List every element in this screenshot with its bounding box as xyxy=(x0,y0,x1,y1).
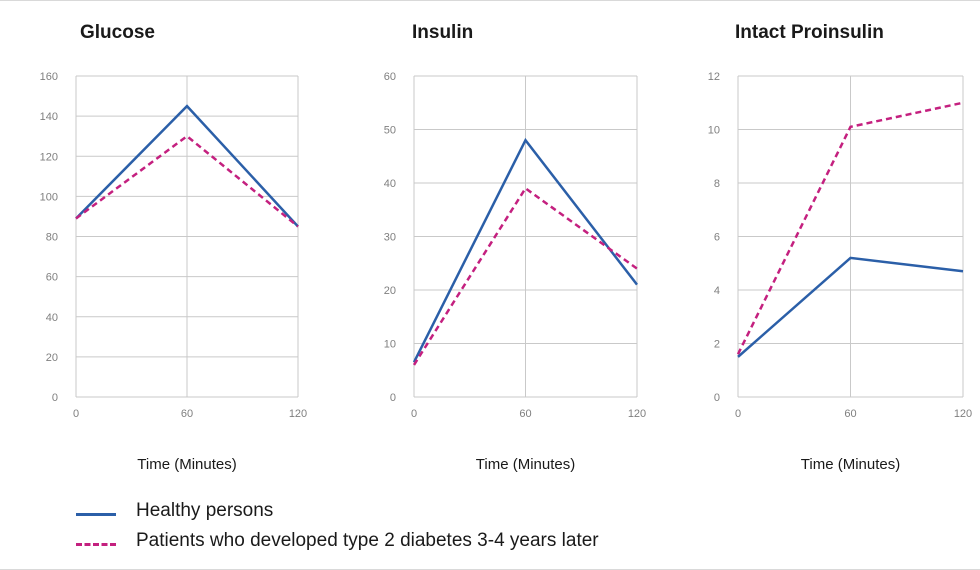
y-tick-label: 0 xyxy=(52,392,58,404)
x-tick-label: 60 xyxy=(519,408,531,420)
series-line-patients xyxy=(75,134,299,228)
y-tick-label: 10 xyxy=(384,339,396,351)
y-tick-label: 40 xyxy=(384,178,396,190)
y-tick-label: 20 xyxy=(46,352,58,364)
x-tick-label: 120 xyxy=(954,408,972,420)
y-tick-label: 60 xyxy=(46,272,58,284)
chart-title: Intact Proinsulin xyxy=(735,22,884,43)
chart-panel-2: Insulin 0 10 20 30 40 50 60 0 60 120 Time (Minutes) xyxy=(384,22,646,473)
y-tick-label: 2 xyxy=(714,339,720,351)
x-axis-label: Time (Minutes) xyxy=(137,456,236,473)
legend-label: Patients who developed type 2 diabetes 3… xyxy=(136,530,599,551)
frame-top-border xyxy=(0,0,980,1)
y-tick-label: 100 xyxy=(40,191,58,203)
chart-title: Glucose xyxy=(80,22,155,43)
legend-swatch-dashed xyxy=(76,543,116,546)
x-axis-label: Time (Minutes) xyxy=(801,456,900,473)
legend-label: Healthy persons xyxy=(136,500,274,521)
y-tick-label: 0 xyxy=(714,392,720,404)
chart-title: Insulin xyxy=(412,22,473,43)
x-tick-label: 0 xyxy=(73,408,79,420)
y-tick-label: 20 xyxy=(384,285,396,297)
series-line-healthy xyxy=(75,104,299,228)
y-tick-label: 80 xyxy=(46,232,58,244)
y-tick-label: 6 xyxy=(714,232,720,244)
series-line-healthy xyxy=(412,137,638,363)
x-tick-label: 120 xyxy=(628,408,646,420)
y-tick-label: 50 xyxy=(384,125,396,137)
x-tick-label: 60 xyxy=(181,408,193,420)
x-tick-label: 120 xyxy=(289,408,307,420)
y-tick-label: 40 xyxy=(46,312,58,324)
y-tick-label: 120 xyxy=(40,151,58,163)
x-tick-label: 0 xyxy=(411,408,417,420)
legend-swatch-solid xyxy=(76,513,116,516)
series-line-patients xyxy=(736,101,964,355)
series-line-patients xyxy=(412,186,638,366)
y-tick-label: 60 xyxy=(384,71,396,83)
x-axis-label: Time (Minutes) xyxy=(476,456,575,473)
y-tick-label: 30 xyxy=(384,232,396,244)
chart-panel-1: Glucose 0 20 40 60 80 100 120 140 160 0 60 120 Time (… xyxy=(40,22,308,473)
y-tick-label: 10 xyxy=(708,125,720,137)
x-tick-label: 0 xyxy=(735,408,741,420)
y-tick-label: 4 xyxy=(714,285,720,297)
x-tick-label: 60 xyxy=(844,408,856,420)
y-tick-label: 140 xyxy=(40,111,58,123)
y-tick-label: 12 xyxy=(708,71,720,83)
y-tick-label: 8 xyxy=(714,178,720,190)
y-tick-label: 0 xyxy=(390,392,396,404)
series-line-healthy xyxy=(737,256,964,358)
y-tick-label: 160 xyxy=(40,71,58,83)
